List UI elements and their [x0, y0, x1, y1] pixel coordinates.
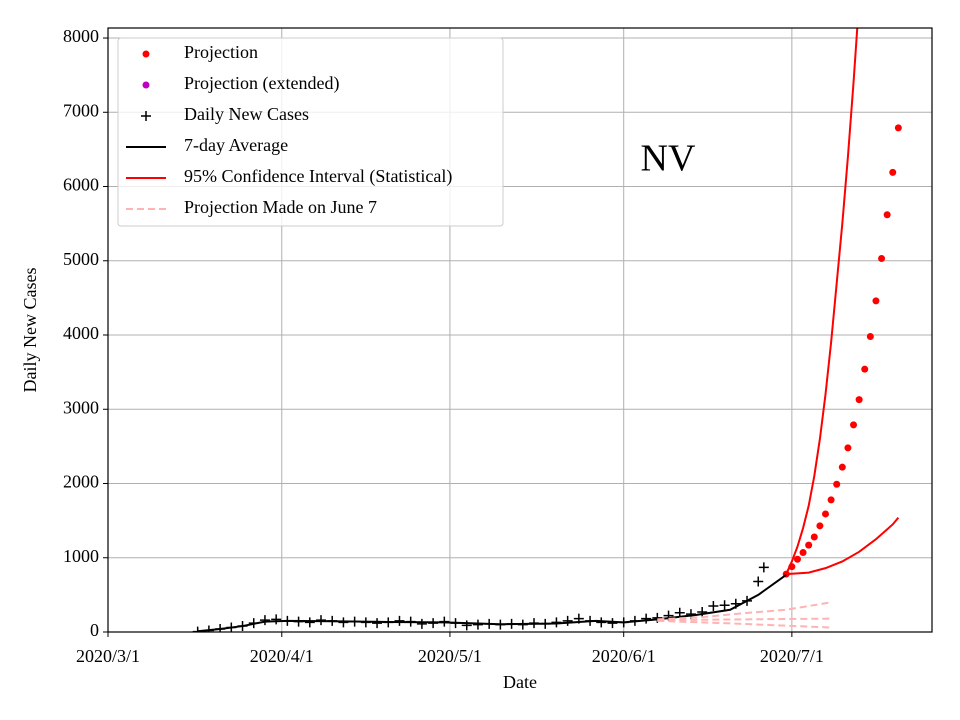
x-tick-label: 2020/6/1 [592, 646, 656, 666]
case-marker [607, 618, 618, 629]
projection-dot [833, 480, 841, 488]
projection-dot [844, 444, 852, 452]
projection-dot [883, 211, 891, 219]
y-tick-label: 6000 [63, 175, 99, 195]
y-tick-label: 1000 [63, 546, 99, 566]
projection-dot [805, 541, 813, 549]
case-marker [372, 618, 383, 629]
series-line [657, 617, 832, 622]
x-tick-label: 2020/3/1 [76, 646, 140, 666]
series-line [785, 28, 859, 575]
series-line [197, 574, 787, 632]
case-marker [472, 619, 483, 630]
case-marker [596, 617, 607, 628]
y-tick-label: 3000 [63, 397, 99, 417]
legend-marker [141, 111, 151, 121]
x-tick-label: 2020/5/1 [418, 646, 482, 666]
y-tick-label: 5000 [63, 249, 99, 269]
plot-frame [107, 27, 933, 633]
y-tick-label: 4000 [63, 323, 99, 343]
y-tick-label: 8000 [63, 26, 99, 46]
legend-box [117, 37, 504, 227]
legend-label: 95% Confidence Interval (Statistical) [184, 166, 452, 187]
projection-dot [799, 549, 807, 557]
projection-dot [838, 463, 846, 471]
case-marker [697, 606, 708, 617]
case-marker [753, 576, 764, 587]
state-annotation: NV [641, 138, 696, 180]
projection-dot [872, 297, 880, 305]
case-marker [259, 615, 270, 626]
case-marker [641, 613, 652, 624]
case-marker [271, 614, 282, 625]
legend-label: Projection Made on June 7 [184, 197, 377, 217]
case-marker [304, 617, 315, 628]
legend-label: 7-day Average [184, 135, 288, 155]
projection-dot [889, 168, 897, 176]
projection-dot [810, 533, 818, 541]
y-axis-label: Daily New Cases [20, 268, 40, 393]
case-marker [719, 600, 730, 611]
y-tick-label: 0 [90, 620, 99, 640]
y-tick-label: 2000 [63, 472, 99, 492]
projection-dot [793, 555, 801, 563]
projection-dot [827, 496, 835, 504]
series-line [657, 601, 832, 621]
series-line [786, 517, 900, 576]
projection-dot [861, 365, 869, 373]
case-marker [461, 620, 472, 631]
x-axis-label: Date [503, 672, 537, 692]
case-marker [708, 601, 719, 612]
legend-marker [142, 50, 150, 58]
case-marker [758, 562, 769, 573]
projection-dot [878, 255, 886, 263]
legend-label: Projection [184, 42, 258, 62]
projection-dot [821, 510, 829, 518]
legend-label: Daily New Cases [184, 104, 309, 124]
projection-dot [816, 522, 824, 530]
projection-dot [850, 421, 858, 429]
case-marker [416, 618, 427, 629]
x-tick-label: 2020/7/1 [760, 646, 824, 666]
legend-marker [142, 81, 150, 89]
projection-dot [894, 124, 902, 132]
projection-dot [866, 332, 874, 340]
x-tick-label: 2020/4/1 [250, 646, 314, 666]
projection-dot [855, 396, 863, 404]
series-line [657, 619, 832, 629]
legend-label: Projection (extended) [184, 73, 339, 94]
y-tick-label: 7000 [63, 100, 99, 120]
case-marker [562, 615, 573, 626]
case-marker [394, 615, 405, 626]
